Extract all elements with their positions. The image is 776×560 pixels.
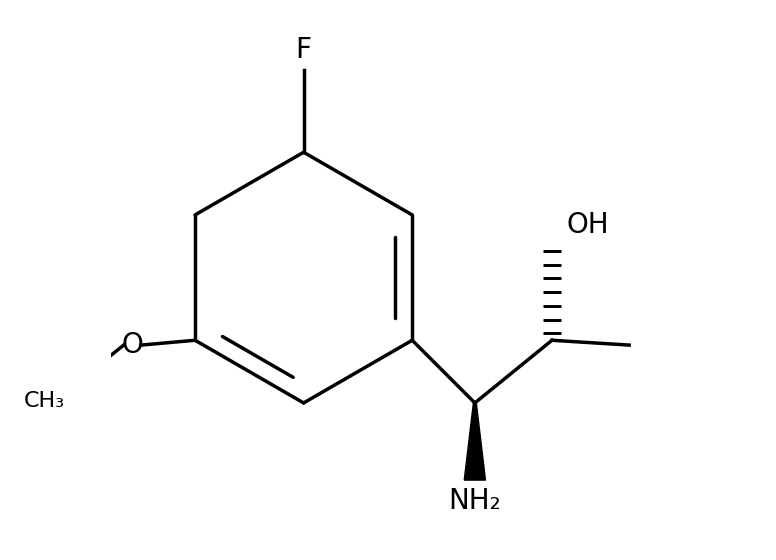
Text: CH₃: CH₃ [24, 391, 65, 411]
Text: OH: OH [566, 211, 609, 239]
Polygon shape [464, 403, 486, 480]
Text: NH₂: NH₂ [449, 487, 501, 515]
Text: F: F [296, 36, 312, 64]
Text: O: O [122, 331, 144, 359]
